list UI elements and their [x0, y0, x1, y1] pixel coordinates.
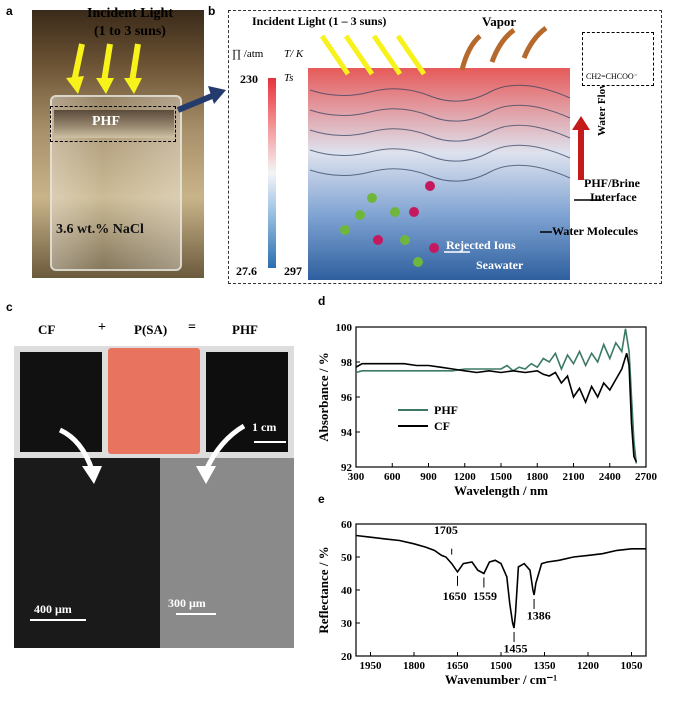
pi-unit-label: ∏ /atm: [232, 48, 264, 60]
annotation-1386: 1386: [527, 609, 551, 623]
y-tick-label: 100: [336, 322, 353, 334]
series-line-cf: [355, 353, 638, 463]
annotation-1559: 1559: [473, 589, 497, 603]
y-tick-label: 60: [341, 519, 353, 531]
panel-label-b: b: [208, 4, 216, 18]
reflectance-chart: 1950 1800 1650 1500 1350 1200 1050 20 30 40 50 60 Wa…: [316, 519, 647, 687]
y-tick-label: 50: [341, 552, 353, 564]
zoom-arrows-c: [58, 423, 246, 472]
network-lines: [309, 84, 571, 182]
panel-label-d: d: [318, 294, 326, 308]
y-tick-label: 92: [341, 462, 353, 474]
vapor-label: Vapor: [482, 14, 517, 29]
y-tick-label: 40: [341, 585, 353, 597]
x-tick-label: 1500: [490, 660, 513, 672]
legend-label-cf: CF: [434, 419, 450, 433]
inset-formula: CH2=CHCOO⁻: [586, 72, 638, 81]
x-tick-label: 2100: [563, 471, 586, 483]
annotation-1455: 1455: [504, 642, 528, 656]
x-tick-label: 1200: [577, 660, 600, 672]
x-tick-label: 300: [348, 471, 365, 483]
water-molecules-label: Water Molecules: [552, 224, 639, 238]
panel-label-c: c: [6, 300, 13, 314]
inset-box: [582, 32, 654, 86]
phf-title: PHF: [232, 322, 258, 337]
pi-top-value: 230: [240, 72, 258, 86]
y-tick-label: 96: [341, 392, 353, 404]
light-arrows-a: [66, 43, 142, 94]
series-line-phf: [355, 328, 638, 464]
scale-400um: 400 μm: [34, 602, 72, 616]
light-arrows-b: [319, 34, 427, 76]
x-tick-label: 1050: [621, 660, 644, 672]
psa-photo: [108, 348, 200, 454]
water-flow-arrow: [572, 116, 590, 180]
x-tick-label: 1200: [454, 471, 477, 483]
ts-label: Ts: [284, 72, 294, 84]
phf-schematic: [308, 68, 570, 280]
seawater-label: Seawater: [476, 258, 524, 272]
incident-light-b-label: Incident Light (1 – 3 suns): [252, 14, 387, 28]
sem-cf: [14, 458, 160, 648]
panel-label-e: e: [318, 492, 325, 506]
beaker-photo: [32, 10, 204, 278]
sem-phf: [160, 458, 294, 648]
zoom-arrow: [176, 86, 226, 113]
vapor-arrows: [459, 25, 548, 71]
y-tick-label: 20: [341, 651, 353, 663]
interface-label-1: PHF/Brine: [584, 176, 640, 190]
x-axis-label: Wavenumber / cm⁻¹: [445, 672, 557, 687]
annotation-1705: 1705: [434, 523, 458, 537]
y-axis-label: Reflectance / %: [316, 546, 331, 633]
x-tick-label: 1800: [526, 471, 549, 483]
panel-b-frame: [228, 10, 662, 284]
legend-label-phf: PHF: [434, 403, 458, 417]
plus-sign: +: [98, 320, 106, 335]
phf-photo: [206, 352, 288, 452]
cf-photo: [20, 352, 102, 452]
x-axis-label: Wavelength / nm: [454, 483, 548, 498]
x-tick-label: 2400: [599, 471, 622, 483]
annotation-1650: 1650: [443, 589, 467, 603]
phf-label: PHF: [92, 114, 120, 129]
pi-bottom-value: 27.6: [236, 264, 257, 278]
phf-layer: [54, 110, 174, 138]
nacl-label: 3.6 wt.% NaCl: [56, 222, 144, 237]
absorbance-chart: 300 600 900 1200 1500 1800 2100 2400 2700 92 94 96 9…: [316, 322, 658, 498]
panel-label-a: a: [6, 4, 13, 18]
incident-light-label: Incident Light: [87, 6, 173, 21]
incident-light-suns: (1 to 3 suns): [94, 24, 166, 39]
y-tick-label: 98: [341, 357, 353, 369]
colorbar: [268, 78, 276, 268]
psa-title: P(SA): [134, 322, 168, 337]
plot-frame: [355, 523, 647, 657]
x-tick-label: 1800: [403, 660, 426, 672]
phf-highlight-box: [50, 106, 176, 142]
y-tick-label: 30: [341, 618, 353, 630]
x-tick-label: 1350: [534, 660, 557, 672]
x-tick-label: 2700: [635, 471, 658, 483]
rejected-ions-label: Rejected Ions: [446, 238, 516, 252]
scale-1cm: 1 cm: [252, 420, 277, 434]
equals-sign: =: [188, 320, 196, 335]
t-unit-label: T/ K: [284, 48, 304, 60]
scale-300um: 300 μm: [168, 596, 206, 610]
x-tick-label: 1650: [447, 660, 470, 672]
t-bottom-value: 297: [284, 264, 302, 278]
x-tick-label: 1950: [360, 660, 383, 672]
y-axis-label: Absorbance / %: [316, 352, 331, 442]
x-tick-label: 900: [420, 471, 437, 483]
x-tick-label: 600: [384, 471, 401, 483]
ion-markers: [340, 181, 439, 267]
series-line-main: [355, 534, 646, 629]
x-tick-label: 1500: [490, 471, 513, 483]
cf-title: CF: [38, 322, 56, 337]
y-tick-label: 94: [341, 427, 353, 439]
